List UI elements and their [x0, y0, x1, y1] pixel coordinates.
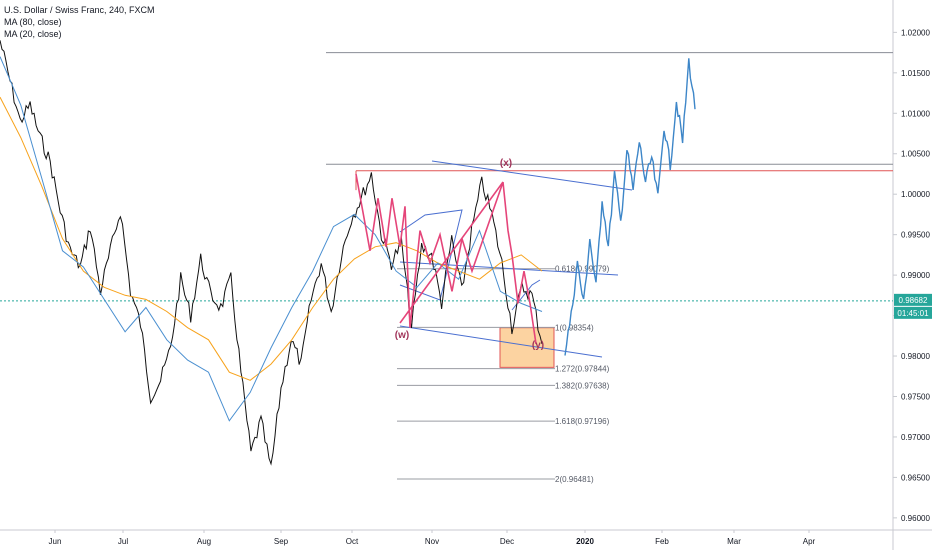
y-tick-label-10: 0.97000: [901, 433, 930, 442]
y-tick-label-1: 1.01500: [901, 69, 930, 78]
y-tick-label-3: 1.00500: [901, 150, 930, 159]
x-tick-label-5: Nov: [425, 537, 439, 546]
y-tick-label-9: 0.97500: [901, 392, 930, 401]
countdown-tag-bg: [894, 306, 932, 319]
x-tick-label-0: Jun: [49, 537, 62, 546]
x-tick-label-7: 2020: [576, 537, 594, 546]
x-tick-label-6: Dec: [500, 537, 514, 546]
fib-label-3: 1.382(0.97638): [555, 381, 610, 390]
channel-lower: [399, 325, 603, 358]
fib-label-0: 0.618(0.99079): [555, 265, 610, 274]
y-tick-label-5: 0.99500: [901, 231, 930, 240]
chart-title: U.S. Dollar / Swiss Franc, 240, FXCM: [4, 5, 155, 15]
y-tick-label-8: 0.98000: [901, 352, 930, 361]
x-tick-label-2: Aug: [197, 537, 211, 546]
wave-diagonal: [399, 181, 504, 324]
price-tag-countdown: 01:45:01: [897, 309, 929, 318]
channel-upper: [431, 160, 633, 191]
chart-legend: U.S. Dollar / Swiss Franc, 240, FXCM MA …: [4, 4, 155, 40]
y-tick-label-12: 0.96000: [901, 514, 930, 523]
y-tick-label-11: 0.96500: [901, 473, 930, 482]
x-tick-label-10: Apr: [803, 537, 816, 546]
x-tick-label-8: Feb: [655, 537, 669, 546]
legend-ma80: MA (80, close): [4, 17, 62, 27]
wave-label-1: (x): [500, 158, 512, 169]
x-tick-label-4: Oct: [346, 537, 359, 546]
price-series: [0, 40, 543, 466]
target-zone: [499, 327, 555, 368]
fib-label-5: 2(0.96481): [555, 475, 594, 484]
y-tick-label-4: 1.00000: [901, 190, 930, 199]
ma20-series: [0, 56, 543, 422]
y-tick-label-0: 1.02000: [901, 28, 930, 37]
triangle-outline-1: [399, 209, 463, 301]
legend-ma20: MA (20, close): [4, 29, 62, 39]
wave-label-2: (y): [532, 340, 544, 351]
fib-label-4: 1.618(0.97196): [555, 417, 610, 426]
wave-label-0: (w): [395, 330, 409, 341]
y-tick-label-2: 1.01000: [901, 109, 930, 118]
fib-label-2: 1.272(0.97844): [555, 365, 610, 374]
fib-label-1: 1(0.98354): [555, 323, 594, 332]
x-tick-label-9: Mar: [727, 537, 741, 546]
ma80-series: [0, 96, 543, 381]
y-tick-label-6: 0.99000: [901, 271, 930, 280]
price-tag-value: 0.98682: [899, 296, 928, 305]
projection-series: [564, 58, 696, 356]
x-tick-label-3: Sep: [274, 537, 289, 546]
x-tick-label-1: Jul: [118, 537, 128, 546]
wave-path: [355, 173, 537, 345]
price-tag-bg: [894, 293, 932, 306]
